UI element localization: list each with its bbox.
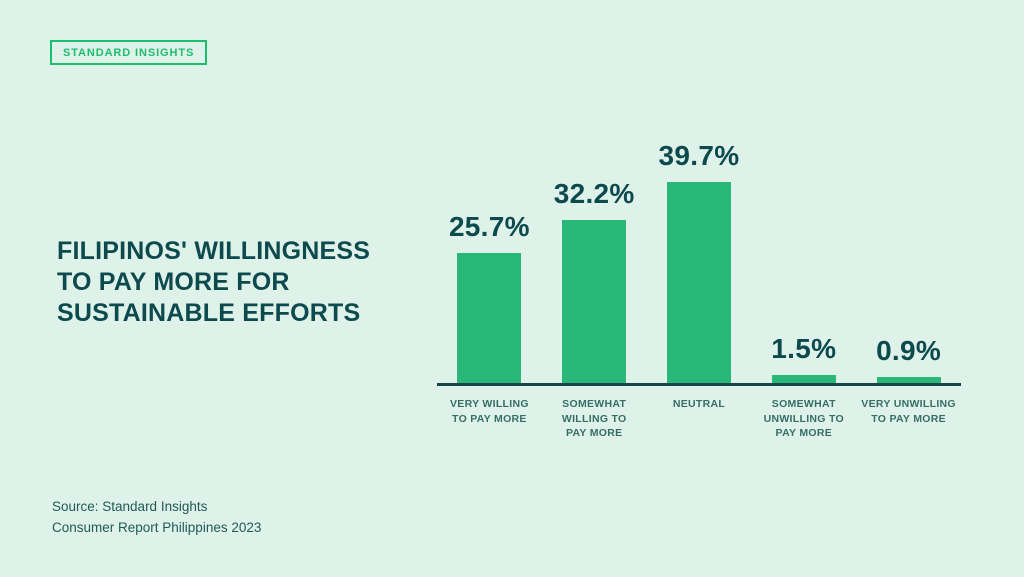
bar [876, 377, 941, 383]
bar [457, 253, 522, 383]
bar-group: 0.9% [856, 335, 961, 383]
x-axis-tick-label: SOMEWHAT UNWILLING TO PAY MORE [763, 398, 844, 440]
bar-group: 25.7% [437, 211, 542, 383]
x-axis-tick-label: VERY UNWILLING TO PAY MORE [861, 398, 956, 425]
x-axis-line [437, 383, 961, 386]
source-note: Source: Standard Insights Consumer Repor… [52, 499, 262, 535]
bar [562, 220, 627, 383]
bar-value-label: 1.5% [771, 333, 837, 364]
x-axis-tick-label: SOMEWHAT WILLING TO PAY MORE [561, 398, 627, 440]
bar-value-label: 0.9% [876, 335, 942, 366]
bar-value-label: 25.7% [448, 211, 530, 242]
bar [666, 182, 731, 383]
bar-group: 32.2% [542, 178, 647, 383]
bar-value-label: 39.7% [658, 140, 740, 171]
bar-group: 1.5% [751, 333, 856, 383]
x-axis-labels: VERY WILLING TO PAY MORE SOMEWHAT WILLIN… [437, 397, 961, 441]
page-title: FILIPINOS' WILLINGNESS TO PAY MORE FOR S… [57, 237, 371, 327]
brand-badge: STANDARD INSIGHTS [50, 40, 208, 65]
bar-chart: 25.7% 32.2% 39.7% 1.5% 0.9% VERY WILLIN [437, 140, 961, 441]
x-axis-tick-label: NEUTRAL [672, 398, 726, 410]
bar [771, 375, 836, 383]
x-axis-tick-label: VERY WILLING TO PAY MORE [449, 398, 529, 425]
bar-value-label: 32.2% [553, 178, 635, 209]
bar-group: 39.7% [647, 140, 752, 383]
chart-plot-area: 25.7% 32.2% 39.7% 1.5% 0.9% [437, 140, 961, 383]
